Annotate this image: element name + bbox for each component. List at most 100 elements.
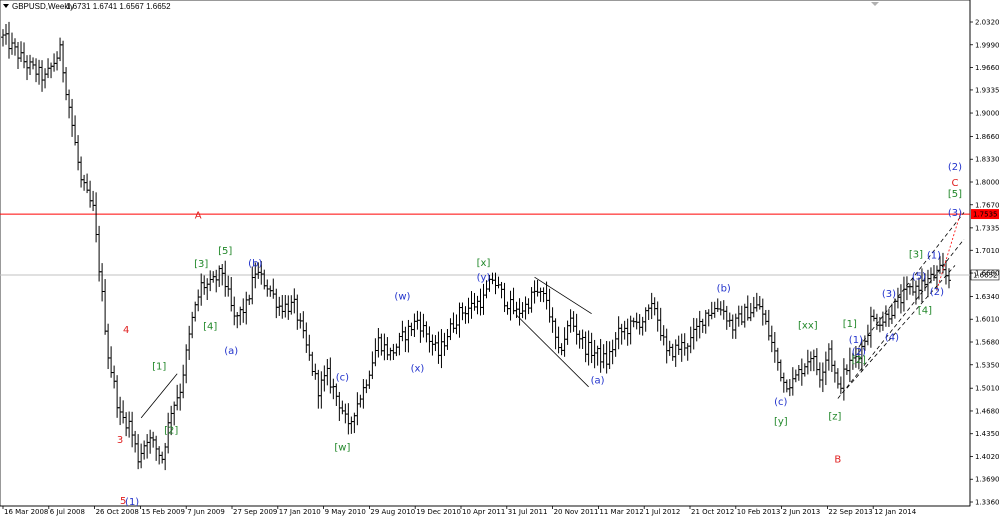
wave-label: (w) bbox=[394, 292, 410, 303]
y-tick-label: 1.9335 bbox=[975, 86, 1000, 94]
wave-label: (1) bbox=[849, 335, 863, 346]
wave-label: (2) bbox=[930, 287, 944, 298]
y-tick-label: 1.4680 bbox=[975, 407, 1000, 415]
x-tick-label: 10 Apr 2011 bbox=[462, 508, 505, 516]
symbol-label: GBPUSD,Weekly bbox=[12, 2, 74, 11]
current-price-layer: 1.6652 bbox=[0, 269, 1000, 281]
trendline bbox=[534, 276, 592, 315]
ohlc-readout: 1.6731 1.6741 1.6567 1.6652 bbox=[66, 2, 171, 11]
resistance-label: 1.7535 bbox=[973, 211, 998, 219]
x-tick-label: 16 Mar 2008 bbox=[4, 508, 48, 516]
y-tick-label: 1.5680 bbox=[975, 339, 1000, 347]
wave-label: [x] bbox=[477, 258, 491, 269]
wave-label: [3] bbox=[194, 259, 208, 270]
y-tick-label: 1.6680 bbox=[975, 270, 1000, 278]
wave-label: C bbox=[951, 178, 958, 189]
y-tick-label: 1.3360 bbox=[975, 499, 1000, 507]
ohlc-bars bbox=[1, 21, 951, 471]
wave-label: (b) bbox=[248, 259, 262, 270]
y-tick-label: 1.8660 bbox=[975, 133, 1000, 141]
plot-frame bbox=[0, 0, 971, 507]
x-tick-label: 26 Oct 2008 bbox=[96, 508, 139, 516]
trendlines bbox=[140, 211, 965, 419]
wave-label: (3) bbox=[882, 289, 896, 300]
x-tick-label: 17 Jan 2010 bbox=[279, 508, 321, 516]
y-tick-label: 1.9990 bbox=[975, 41, 1000, 49]
wave-label: 3 bbox=[117, 435, 123, 446]
y-tick-label: 1.7670 bbox=[975, 201, 1000, 209]
y-tick-label: 2.0320 bbox=[975, 19, 1000, 27]
wave-label: (5) bbox=[912, 271, 926, 282]
projection-line bbox=[936, 211, 962, 290]
wave-label: (a) bbox=[224, 346, 238, 357]
wave-label: [2] bbox=[852, 355, 866, 366]
wave-label: (a) bbox=[591, 375, 605, 386]
y-tick-label: 1.4020 bbox=[975, 453, 1000, 461]
wave-label: [w] bbox=[334, 443, 350, 454]
y-axis-ticks: 2.0320 1.9990 1.9660 1.9335 1.9000 1.8660 1.83… bbox=[970, 19, 1000, 507]
wave-label: (x) bbox=[411, 363, 425, 374]
wave-label: (2) bbox=[948, 162, 962, 173]
x-tick-label: 19 Dec 2010 bbox=[416, 508, 461, 516]
current-price-label: 1.6652 bbox=[973, 271, 998, 279]
x-tick-label: 1 Jul 2012 bbox=[645, 508, 680, 516]
x-tick-label: 12 Jan 2014 bbox=[874, 508, 917, 516]
x-tick-label: 29 Aug 2010 bbox=[370, 508, 415, 516]
wave-label: (b) bbox=[717, 284, 731, 295]
x-tick-label: 7 Jun 2009 bbox=[187, 508, 225, 516]
y-tick-label: 1.9660 bbox=[975, 64, 1000, 72]
trendline bbox=[837, 238, 965, 399]
x-tick-label: 9 May 2010 bbox=[325, 508, 366, 516]
wave-label: 5 bbox=[120, 496, 126, 507]
wave-label: (3) bbox=[948, 208, 962, 219]
wave-label: (1) bbox=[125, 497, 139, 508]
wave-label: (c) bbox=[336, 373, 349, 384]
trendline bbox=[858, 212, 965, 348]
wave-label: (2) bbox=[852, 347, 866, 358]
x-tick-label: 15 Feb 2009 bbox=[141, 508, 185, 516]
wave-label: [1] bbox=[152, 361, 166, 372]
x-tick-label: 22 Sep 2013 bbox=[828, 508, 872, 516]
y-tick-label: 1.6340 bbox=[975, 293, 1000, 301]
x-tick-label: 27 Sep 2009 bbox=[233, 508, 277, 516]
shift-marker-icon bbox=[871, 2, 879, 6]
y-tick-label: 1.6010 bbox=[975, 316, 1000, 324]
x-tick-label: 10 Feb 2013 bbox=[737, 508, 781, 516]
x-tick-label: 31 Jul 2011 bbox=[508, 508, 548, 516]
y-tick-label: 1.7010 bbox=[975, 247, 1000, 255]
resistance-tag bbox=[971, 209, 999, 220]
wave-label: B bbox=[834, 454, 841, 465]
wave-label: (y) bbox=[477, 273, 491, 284]
x-tick-label: 11 Mar 2012 bbox=[599, 508, 643, 516]
dropdown-arrow-icon[interactable] bbox=[3, 4, 9, 8]
current-price-tag bbox=[970, 269, 1000, 281]
wave-label: [4] bbox=[203, 322, 217, 333]
x-axis-ticks: 16 Mar 2008 6 Jul 2008 26 Oct 2008 15 Feb 2… bbox=[2, 506, 917, 516]
wave-label: [2] bbox=[164, 425, 178, 436]
y-tick-label: 1.8000 bbox=[975, 179, 1000, 187]
trendline bbox=[846, 265, 956, 389]
x-tick-label: 6 Jul 2008 bbox=[50, 508, 85, 516]
ohlc-bar bbox=[946, 268, 951, 289]
y-tick-label: 1.5350 bbox=[975, 361, 1000, 369]
wave-label: (4) bbox=[885, 332, 899, 343]
wave-labels: A435(1)[1][2][3][4][5](a)(b)(c)[w](w)(x)… bbox=[117, 162, 962, 508]
wave-label: [1] bbox=[843, 319, 857, 330]
y-tick-label: 1.3690 bbox=[975, 476, 1000, 484]
wave-label: [y] bbox=[774, 416, 788, 427]
wave-label: [z] bbox=[828, 412, 841, 423]
wave-label: [4] bbox=[918, 305, 932, 316]
y-tick-label: 1.8330 bbox=[975, 156, 1000, 164]
x-tick-label: 21 Oct 2012 bbox=[691, 508, 734, 516]
wave-label: A bbox=[195, 210, 202, 221]
resistance-layer: 1.7535 bbox=[0, 209, 999, 220]
trendline bbox=[516, 314, 589, 388]
wave-label: [xx] bbox=[798, 321, 818, 332]
wave-label: (c) bbox=[774, 397, 787, 408]
y-tick-label: 1.4350 bbox=[975, 430, 1000, 438]
y-tick-label: 1.7335 bbox=[975, 224, 1000, 232]
y-tick-label: 1.5010 bbox=[975, 385, 1000, 393]
chart-header: GBPUSD,Weekly 1.6731 1.6741 1.6567 1.665… bbox=[3, 2, 171, 11]
